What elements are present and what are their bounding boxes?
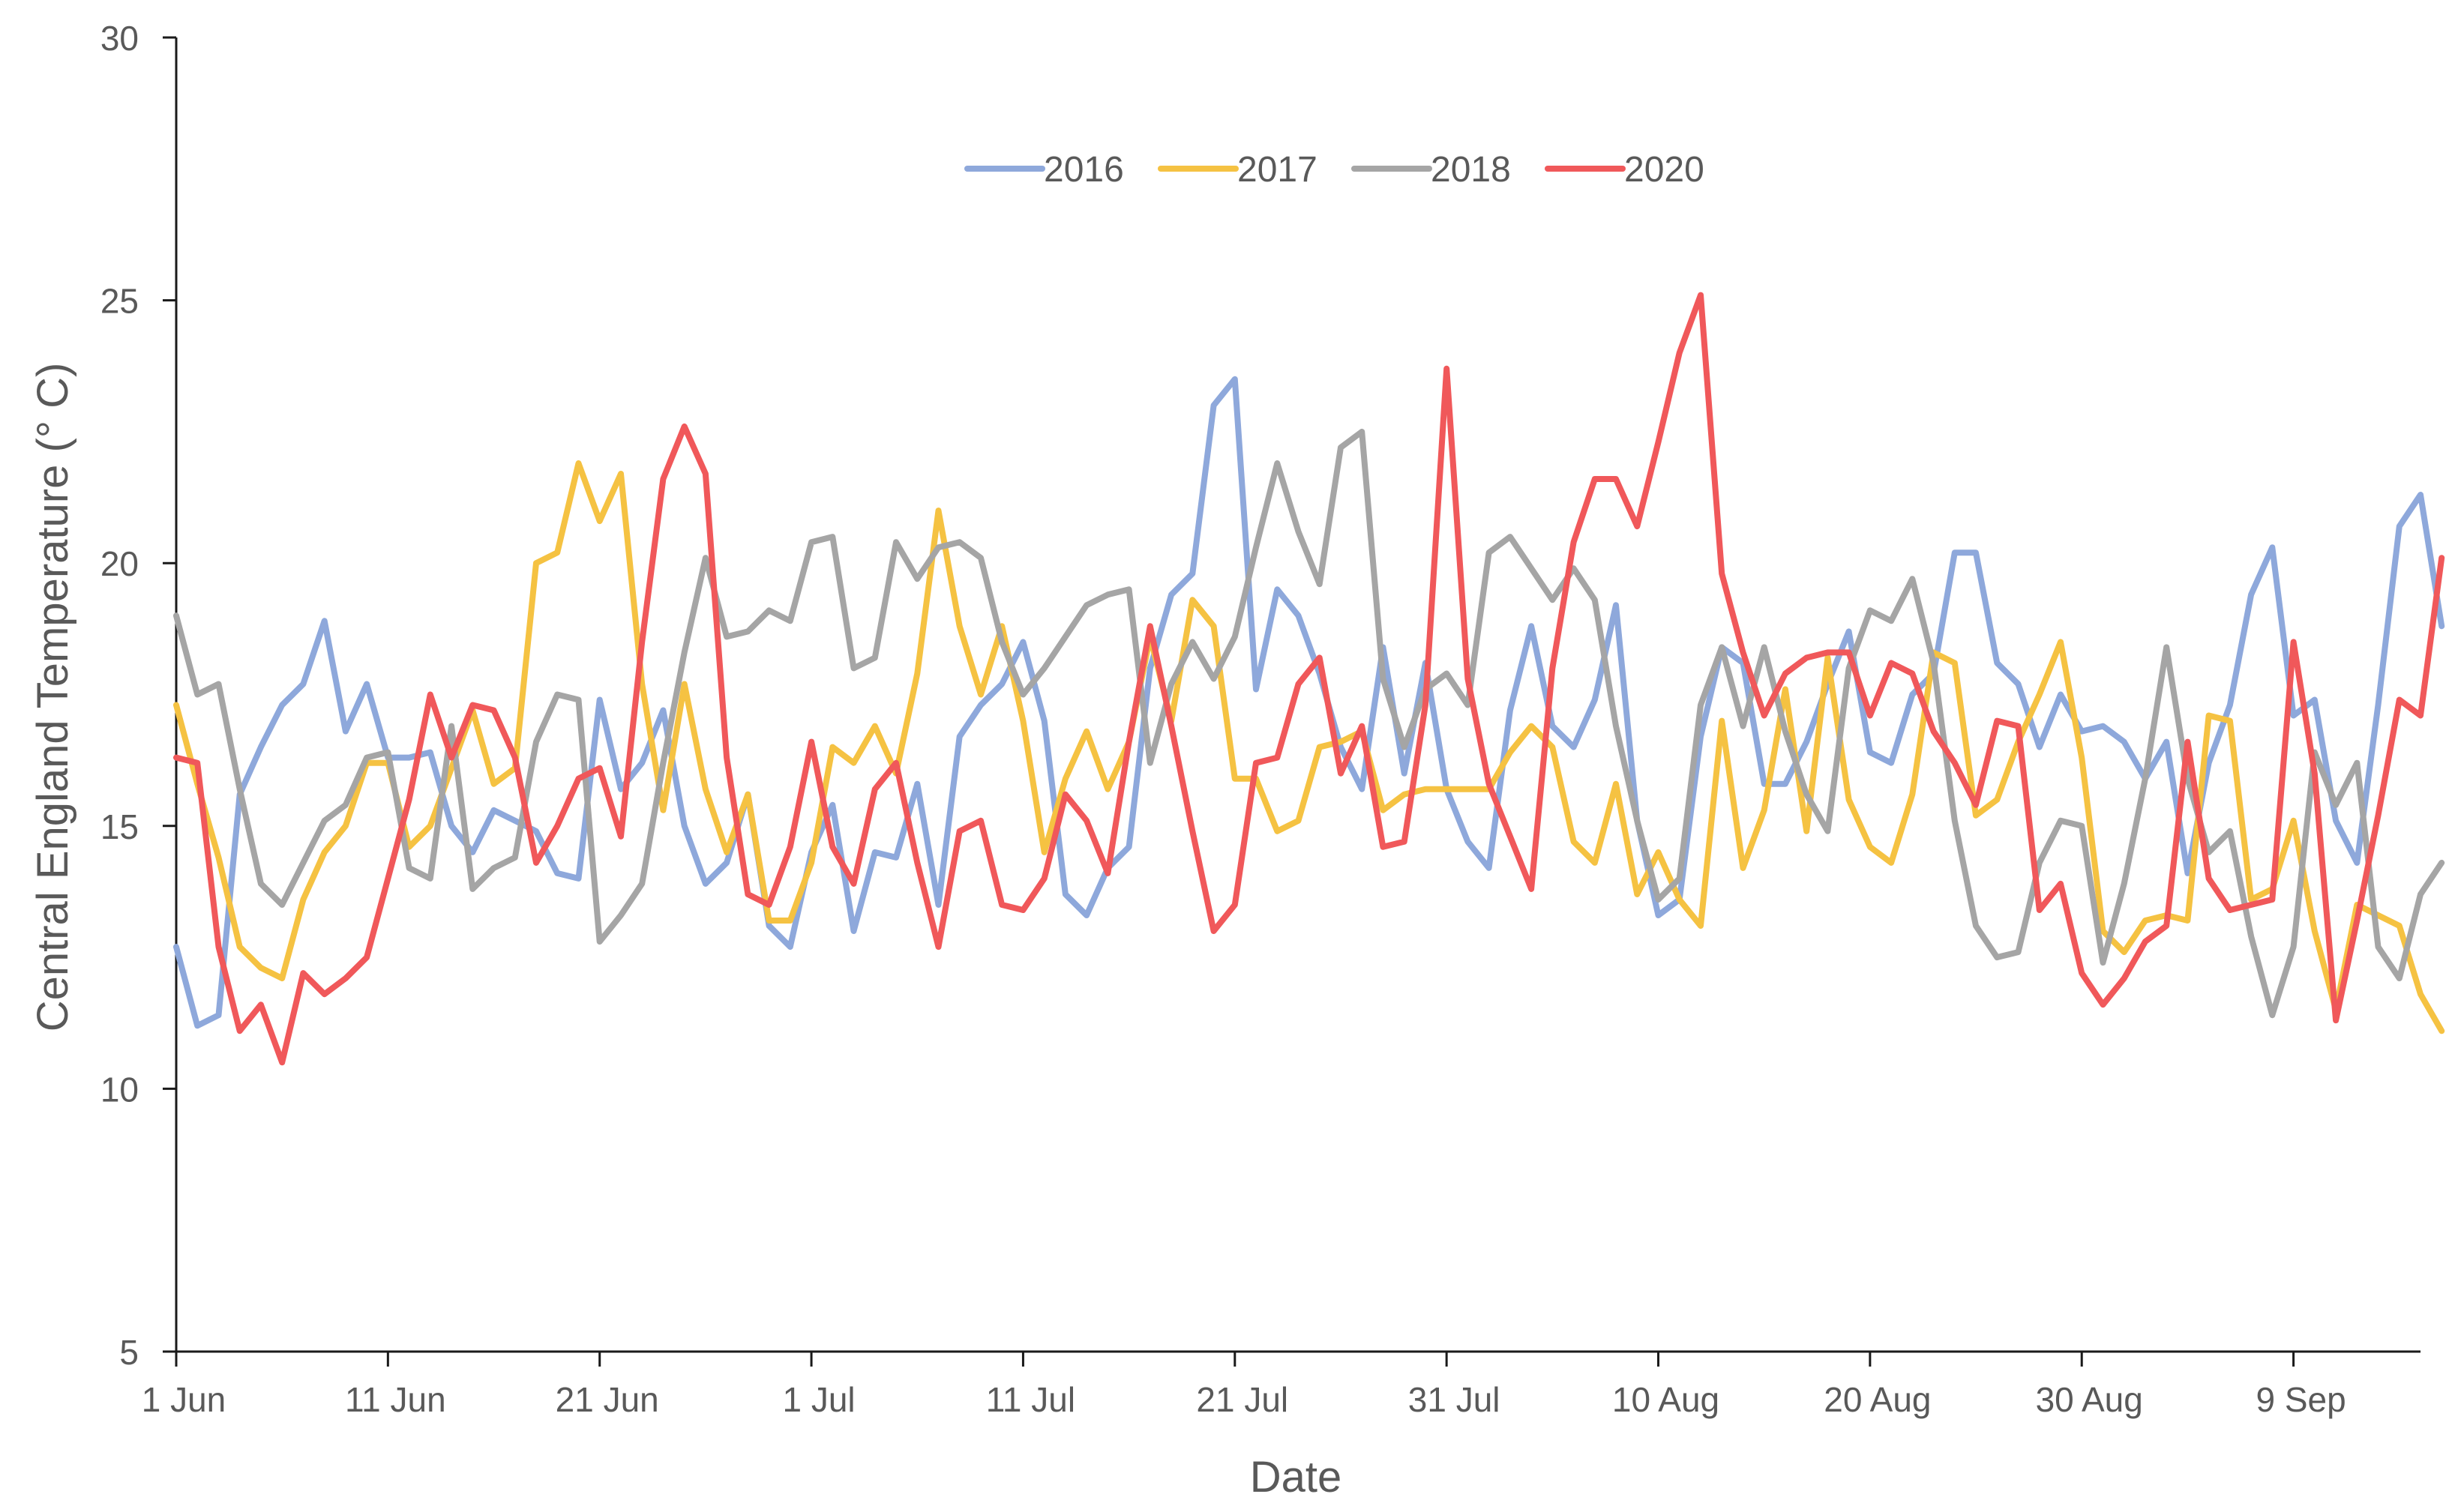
legend-label-2017: 2017 bbox=[1237, 150, 1317, 190]
legend-label-2020: 2020 bbox=[1624, 150, 1704, 190]
series-line-2020 bbox=[173, 292, 2445, 1066]
x-tick-label: 10 Aug bbox=[1612, 1380, 1719, 1419]
x-tick-label: 9 Sep bbox=[2256, 1380, 2346, 1419]
series-line-2016 bbox=[173, 376, 2445, 1029]
y-tick-label: 15 bbox=[100, 807, 139, 846]
series-layer bbox=[173, 292, 2445, 1066]
x-tick-label: 21 Jun bbox=[556, 1380, 659, 1419]
y-axis-title: Central England Temperature (° C) bbox=[28, 363, 77, 1032]
series-line-2017 bbox=[173, 460, 2445, 1034]
x-tick-label: 20 Aug bbox=[1824, 1380, 1931, 1419]
x-tick-label: 1 Jun bbox=[142, 1380, 226, 1419]
x-tick-label: 31 Jul bbox=[1408, 1380, 1500, 1419]
legend-label-2018: 2018 bbox=[1431, 150, 1511, 190]
y-tick-label: 5 bbox=[119, 1333, 139, 1372]
x-tick-label: 11 Jul bbox=[986, 1380, 1075, 1419]
y-axis: 5 10 15 20 25 30 bbox=[100, 19, 178, 1372]
x-tick-label: 21 Jul bbox=[1196, 1380, 1288, 1419]
y-tick-label: 20 bbox=[100, 544, 139, 583]
y-tick-label: 10 bbox=[100, 1070, 139, 1109]
y-tick-label: 25 bbox=[100, 282, 139, 321]
y-tick-label: 30 bbox=[100, 19, 139, 58]
x-tick-label: 30 Aug bbox=[2036, 1380, 2143, 1419]
x-axis: 1 Jun 11 Jun 21 Jun 1 Jul 11 Jul 21 Jul 31 Jul… bbox=[142, 1350, 2421, 1419]
legend: 2016 2017 2018 2020 bbox=[964, 150, 1704, 190]
x-axis-title: Date bbox=[1250, 1453, 1342, 1502]
x-tick-label: 11 Jun bbox=[345, 1380, 446, 1419]
x-tick-label: 1 Jul bbox=[782, 1380, 855, 1419]
legend-label-2016: 2016 bbox=[1044, 150, 1124, 190]
series-line-2018 bbox=[173, 428, 2445, 1019]
